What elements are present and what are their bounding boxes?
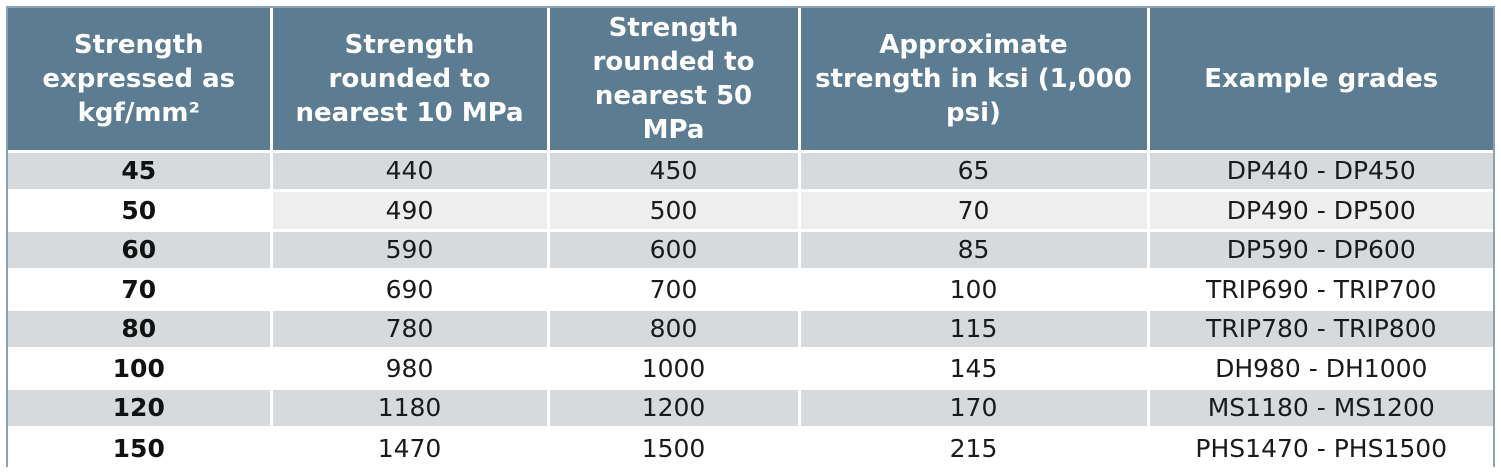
cell-mpa-10: 490 [269, 189, 548, 230]
cell-mpa-50: 800 [546, 307, 799, 349]
cell-mpa-50: 500 [546, 189, 799, 230]
cell-mpa-10: 780 [269, 307, 548, 349]
cell-kgf: 50 [8, 189, 271, 230]
cell-mpa-10: 1180 [269, 386, 548, 428]
header-kgf: Strength expressed as kgf/mm² [8, 8, 271, 151]
cell-ksi: 170 [797, 386, 1148, 428]
cell-mpa-50: 700 [546, 268, 799, 309]
cell-kgf: 45 [8, 149, 271, 191]
cell-grades: TRIP690 - TRIP700 [1146, 268, 1493, 309]
cell-mpa-10: 590 [269, 228, 548, 270]
cell-kgf: 60 [8, 228, 271, 270]
cell-mpa-10: 690 [269, 268, 548, 309]
cell-grades: DP490 - DP500 [1146, 189, 1493, 230]
cell-ksi: 145 [797, 347, 1148, 388]
cell-mpa-50: 450 [546, 149, 799, 191]
cell-mpa-50: 600 [546, 228, 799, 270]
cell-grades: DP440 - DP450 [1146, 149, 1493, 191]
header-example-grades: Example grades [1146, 8, 1493, 151]
cell-ksi: 70 [797, 189, 1148, 230]
cell-kgf: 80 [8, 307, 271, 349]
strength-table-container: Strength expressed as kgf/mm² Strength r… [6, 6, 1495, 467]
cell-mpa-10: 1470 [269, 426, 548, 467]
table-row: 60 590 600 85 DP590 - DP600 [8, 228, 1493, 270]
cell-ksi: 115 [797, 307, 1148, 349]
cell-mpa-50: 1000 [546, 347, 799, 388]
header-mpa-50: Strength rounded to nearest 50 MPa [546, 8, 799, 151]
cell-ksi: 215 [797, 426, 1148, 467]
table-row: 80 780 800 115 TRIP780 - TRIP800 [8, 307, 1493, 349]
cell-mpa-50: 1500 [546, 426, 799, 467]
cell-kgf: 100 [8, 347, 271, 388]
header-ksi: Approximate strength in ksi (1,000 psi) [797, 8, 1148, 151]
table-row: 100 980 1000 145 DH980 - DH1000 [8, 347, 1493, 388]
table-row: 50 490 500 70 DP490 - DP500 [8, 189, 1493, 230]
table-row: 120 1180 1200 170 MS1180 - MS1200 [8, 386, 1493, 428]
header-mpa-10: Strength rounded to nearest 10 MPa [269, 8, 548, 151]
cell-mpa-10: 980 [269, 347, 548, 388]
cell-kgf: 120 [8, 386, 271, 428]
table-row: 45 440 450 65 DP440 - DP450 [8, 149, 1493, 191]
strength-table: Strength expressed as kgf/mm² Strength r… [8, 8, 1493, 467]
cell-ksi: 100 [797, 268, 1148, 309]
cell-ksi: 85 [797, 228, 1148, 270]
cell-grades: PHS1470 - PHS1500 [1146, 426, 1493, 467]
cell-grades: TRIP780 - TRIP800 [1146, 307, 1493, 349]
cell-grades: DH980 - DH1000 [1146, 347, 1493, 388]
cell-kgf: 150 [8, 426, 271, 467]
cell-kgf: 70 [8, 268, 271, 309]
cell-grades: DP590 - DP600 [1146, 228, 1493, 270]
header-row: Strength expressed as kgf/mm² Strength r… [8, 8, 1493, 151]
cell-mpa-50: 1200 [546, 386, 799, 428]
table-row: 150 1470 1500 215 PHS1470 - PHS1500 [8, 426, 1493, 467]
cell-grades: MS1180 - MS1200 [1146, 386, 1493, 428]
cell-mpa-10: 440 [269, 149, 548, 191]
table-row: 70 690 700 100 TRIP690 - TRIP700 [8, 268, 1493, 309]
cell-ksi: 65 [797, 149, 1148, 191]
